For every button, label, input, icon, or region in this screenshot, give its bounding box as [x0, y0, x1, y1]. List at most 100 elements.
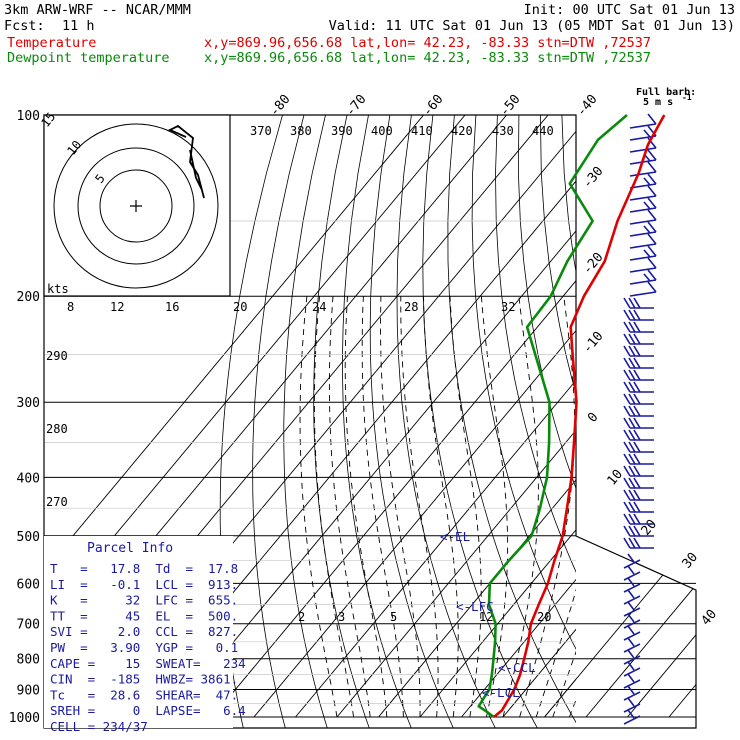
- model-title: 3km ARW-WRF -- NCAR/MMM: [4, 2, 191, 18]
- dry-adiabat: [691, 115, 740, 730]
- parcel-info-row: CIN = -185 HWBZ= 3861.: [50, 672, 238, 687]
- theta-e-label: 440: [532, 124, 554, 138]
- wind-barb: [629, 185, 657, 201]
- wind-barb: [623, 369, 654, 381]
- wind-barb: [629, 173, 657, 189]
- pressure-tick: 1000: [9, 711, 40, 726]
- parcel-info-row: SREH = 0 LAPSE= 6.4: [50, 703, 246, 718]
- wind-barb: [623, 673, 641, 689]
- pressure-tick: 900: [17, 684, 40, 699]
- wind-barb: [623, 333, 654, 345]
- wind-barb: [623, 321, 654, 333]
- dry-adiabat: [396, 115, 496, 728]
- wind-barb: [629, 257, 657, 273]
- lcl-marker: <-LCL: [482, 685, 520, 700]
- speed-tick: 20: [233, 300, 247, 314]
- parcel-info-row: CAPE = 15 SWEAT= 234: [50, 656, 246, 671]
- dry-adiabat: [313, 115, 370, 728]
- isotherm: [170, 230, 576, 718]
- wind-barb: [623, 345, 654, 357]
- mixing-ratio-label: 2: [298, 610, 305, 624]
- moist-adiabat: [502, 296, 539, 718]
- wind-barb: [629, 245, 657, 261]
- temperature-tick: -30: [580, 164, 607, 192]
- theta-e-label: 410: [411, 124, 433, 138]
- theta-e-labels: 370 380 390 400 410 420 430 440: [250, 124, 554, 138]
- isotherm: [378, 479, 576, 718]
- hodograph-origin: [130, 200, 142, 212]
- isotherm: [585, 536, 696, 718]
- wind-barb: [623, 417, 654, 429]
- wind-barb: [623, 537, 654, 549]
- parcel-info-row: SVI = 2.0 CCL = 827.: [50, 624, 238, 639]
- dewpoint-location: x,y=869.96,656.68 lat,lon= 42.23, -83.33…: [204, 50, 651, 66]
- dry-adiabat: [447, 115, 576, 724]
- temperature-location: x,y=869.96,656.68 lat,lon= 42.23, -83.33…: [204, 35, 651, 51]
- dry-adiabats: [219, 115, 740, 730]
- header: 3km ARW-WRF -- NCAR/MMM Fcst: 11 h Init:…: [4, 2, 735, 66]
- wind-barb: [629, 161, 657, 177]
- temperature-tick: 40: [699, 607, 721, 629]
- parcel-info: Parcel Info T = 17.8 Td = 17.8LI = -0.1 …: [44, 536, 246, 734]
- ccl-marker: <-CCL: [498, 660, 536, 675]
- parcel-info-row: TT = 45 EL = 500.: [50, 608, 238, 623]
- theta-label: 270: [46, 495, 68, 509]
- moist-adiabat: [568, 698, 576, 718]
- pressure-tick: 700: [17, 618, 40, 633]
- parcel-info-box: [44, 536, 233, 728]
- temperature-tick: 0: [585, 410, 602, 426]
- fcst-value: 11 h: [62, 18, 95, 34]
- wind-barb: [623, 709, 641, 725]
- el-marker: <-EL: [440, 529, 470, 544]
- dry-adiabat: [422, 115, 538, 728]
- speed-tick: 24: [312, 300, 326, 314]
- dry-adiabat: [561, 115, 576, 274]
- wind-barb: [623, 429, 654, 441]
- parcel-info-row: PW = 3.90 YGP = 0.1: [50, 640, 238, 655]
- wind-barb: [623, 625, 641, 641]
- wind-barb: [623, 489, 654, 501]
- theta-e-label: 420: [451, 124, 473, 138]
- isotherm: [253, 329, 576, 718]
- wind-barb: [623, 381, 654, 393]
- speed-tick: 16: [165, 300, 179, 314]
- hodograph-ring-15: [53, 123, 219, 289]
- isotherm: [627, 536, 696, 718]
- parcel-info-title: Parcel Info: [87, 541, 173, 556]
- wind-barb-legend: Full barb: 5 m s -1: [636, 87, 696, 108]
- dry-adiabat: [712, 115, 740, 730]
- mixing-ratio-label: 5: [390, 610, 397, 624]
- mixing-ratio-labels: 2 3 5 12 20: [298, 610, 551, 624]
- isotherm: [461, 578, 576, 718]
- isotherm: [212, 280, 576, 718]
- moist-adiabat: [344, 296, 388, 718]
- wind-barb: [623, 685, 641, 701]
- theta-e-label: 370: [250, 124, 272, 138]
- theta-label: 290: [46, 349, 68, 363]
- wind-barb: [623, 697, 641, 713]
- dry-adiabat: [283, 115, 328, 728]
- theta-e-label: 390: [331, 124, 353, 138]
- speed-tick: 28: [404, 300, 418, 314]
- moist-adiabat: [361, 296, 404, 717]
- moist-adiabat: [328, 296, 371, 718]
- moist-adiabat: [400, 296, 439, 718]
- dry-adiabat: [495, 115, 576, 573]
- dewpoint-legend: Dewpoint temperature: [7, 50, 170, 66]
- mixing-ratio-label: 12: [479, 610, 493, 624]
- wind-barb: [623, 637, 641, 653]
- isotherm: [502, 628, 576, 718]
- temperature-tick: -10: [580, 329, 607, 357]
- wind-barb: [629, 209, 657, 225]
- wind-barb: [623, 553, 641, 569]
- moist-adiabat: [423, 296, 459, 718]
- dry-adiabat: [540, 115, 576, 395]
- hodograph-trace: [167, 124, 205, 199]
- wind-barb: [629, 197, 657, 213]
- moist-adiabats: [299, 296, 576, 718]
- dry-adiabat: [583, 115, 740, 730]
- valid-time: Valid: 11 UTC Sat 01 Jun 13 (05 MDT Sat …: [329, 18, 735, 34]
- hodograph-units: kts: [47, 282, 69, 296]
- wind-barb: [623, 393, 654, 405]
